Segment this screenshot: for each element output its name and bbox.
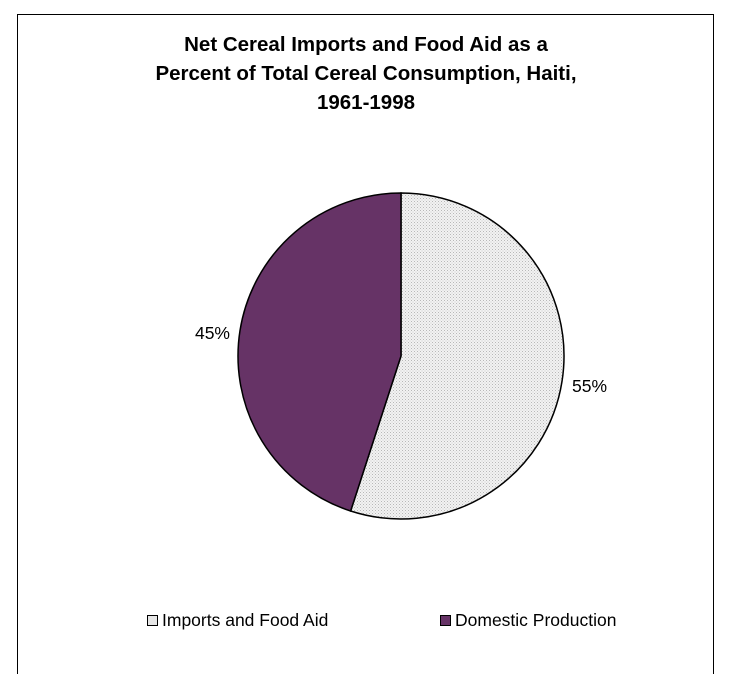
data-label-imports-and-food-aid: 55% (572, 376, 607, 396)
legend-item-domestic: Domestic Production (440, 610, 616, 631)
legend: Imports and Food Aid Domestic Production (0, 610, 732, 634)
legend-label-domestic: Domestic Production (455, 610, 617, 630)
pie-slice-imports-and-food-aid (349, 192, 565, 520)
data-label-domestic-production: 45% (195, 323, 230, 343)
pie-slice-domestic-production (237, 192, 402, 512)
legend-item-imports: Imports and Food Aid (147, 610, 328, 631)
legend-label-imports: Imports and Food Aid (162, 610, 329, 630)
legend-swatch-imports (147, 615, 158, 626)
legend-swatch-domestic (440, 615, 451, 626)
chart-title-line-1: Net Cereal Imports and Food Aid as a (184, 33, 548, 56)
chart-title-line-3: 1961-1998 (316, 91, 416, 114)
chart-title: Net Cereal Imports and Food Aid as a Per… (20, 30, 712, 117)
chart-title-line-2: Percent of Total Cereal Consumption, Hai… (155, 62, 577, 85)
